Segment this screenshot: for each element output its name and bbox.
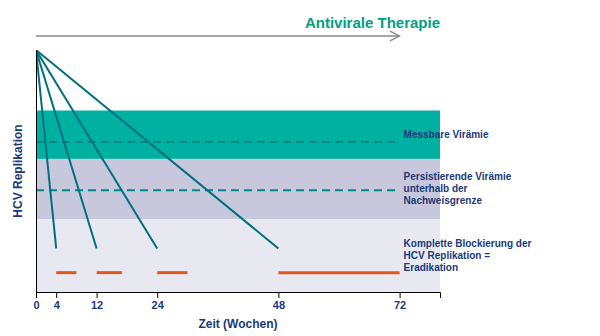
x-tick-mark [278, 292, 279, 298]
band [36, 219, 440, 292]
band-label-line: Nachweisgrenze [404, 195, 483, 206]
segment [157, 271, 187, 274]
x-tick-label: 72 [394, 299, 406, 311]
reference-line [36, 189, 400, 191]
band-label-line: HCV Replikation = [404, 249, 491, 260]
series-line [36, 50, 157, 248]
band-label: Messbare Virämie [404, 128, 489, 139]
x-tick: 0 [33, 292, 39, 311]
chart: 0 4 12 24 48 72 Zeit (Wochen) HCV Replikation An… [0, 0, 600, 336]
y-axis-line [36, 51, 37, 293]
x-axis-line [37, 293, 441, 299]
band [36, 159, 440, 220]
band-label-line: unterhalb der [404, 183, 468, 194]
y-axis [36, 51, 37, 293]
x-axis: 0 4 12 24 48 72 [33, 292, 440, 311]
band [36, 111, 440, 159]
x-tick-mark [157, 292, 158, 298]
band-label-line: Persistierende Virämie [404, 171, 512, 182]
x-tick: 72 [394, 292, 406, 311]
x-tick-label: 4 [54, 299, 61, 311]
therapy-arrow [36, 35, 400, 37]
x-tick-label: 48 [273, 299, 285, 311]
band-label-line: Eradikation [404, 261, 458, 272]
x-tick: 12 [91, 292, 103, 311]
y-axis-title: HCV Replikation [11, 124, 25, 217]
x-tick-label: 0 [33, 299, 39, 311]
plot-area [36, 50, 440, 292]
x-tick-label: 12 [91, 299, 103, 311]
x-tick-label: 24 [152, 299, 165, 311]
x-tick: 24 [152, 292, 165, 311]
segment [56, 271, 76, 274]
series-line [36, 50, 278, 248]
band-label: Komplette Blockierung derHCV Replikation… [404, 237, 532, 272]
reference-line [36, 141, 400, 143]
x-tick-mark [36, 292, 37, 298]
series-line [36, 50, 97, 248]
band-label-line: Messbare Virämie [404, 128, 489, 139]
segment [97, 271, 122, 274]
band-label-line: Komplette Blockierung der [404, 237, 532, 248]
x-tick: 48 [273, 292, 285, 311]
segment [278, 271, 399, 274]
x-axis-title: Zeit (Wochen) [198, 317, 277, 331]
plot: 0 4 12 24 48 72 Zeit (Wochen) HCV Replikation An… [11, 14, 532, 331]
x-tick-mark [56, 292, 57, 298]
title: Antivirale Therapie [305, 14, 440, 31]
x-tick-mark [97, 292, 98, 298]
band-label: Persistierende Virämieunterhalb derNachw… [404, 171, 512, 206]
x-tick-mark [400, 292, 401, 298]
x-tick: 4 [54, 292, 61, 311]
